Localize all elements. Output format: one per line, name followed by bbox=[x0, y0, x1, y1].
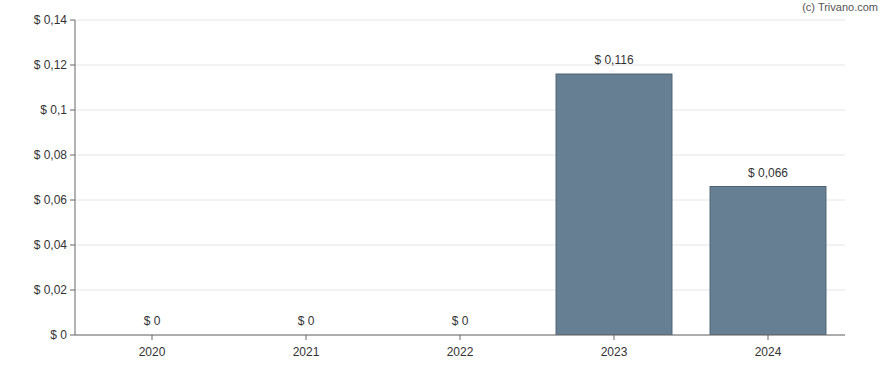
bar bbox=[710, 187, 826, 336]
y-tick bbox=[70, 155, 75, 156]
y-tick bbox=[70, 110, 75, 111]
y-tick bbox=[70, 65, 75, 66]
y-axis bbox=[75, 20, 76, 335]
grid-line bbox=[75, 65, 845, 66]
y-tick-label: $ 0 bbox=[50, 328, 67, 342]
y-tick-label: $ 0,14 bbox=[34, 13, 68, 27]
credit: (c) Trivano.com bbox=[802, 1, 878, 13]
bar bbox=[556, 74, 672, 335]
y-tick-label: $ 0,02 bbox=[34, 283, 68, 297]
x-tick bbox=[614, 335, 615, 340]
grid-line bbox=[75, 155, 845, 156]
bars bbox=[556, 74, 826, 335]
y-tick-label: $ 0,12 bbox=[34, 58, 68, 72]
x-tick bbox=[768, 335, 769, 340]
y-tick-label: $ 0,06 bbox=[34, 193, 68, 207]
y-tick bbox=[70, 20, 75, 21]
x-tick-label: 2023 bbox=[601, 345, 628, 359]
chart-container: $ 0 $ 0,02 $ 0,04 $ 0,06 $ 0,08 $ 0,1 $ 0,12 $ … bbox=[0, 0, 888, 370]
x-axis bbox=[75, 335, 845, 336]
data-label: $ 0,116 bbox=[594, 53, 633, 67]
y-tick bbox=[70, 290, 75, 291]
x-tick-label: 2021 bbox=[293, 345, 320, 359]
grid-line bbox=[75, 335, 845, 336]
data-label: $ 0,066 bbox=[748, 166, 788, 180]
x-tick bbox=[152, 335, 153, 340]
y-tick bbox=[70, 245, 75, 246]
x-tick bbox=[460, 335, 461, 340]
x-tick bbox=[306, 335, 307, 340]
y-tick bbox=[70, 335, 75, 336]
y-tick-label: $ 0,1 bbox=[40, 103, 67, 117]
chart-svg: $ 0 $ 0,02 $ 0,04 $ 0,06 $ 0,08 $ 0,1 $ 0,12 $ … bbox=[0, 0, 888, 370]
y-tick-label: $ 0,04 bbox=[34, 238, 68, 252]
data-label: $ 0 bbox=[452, 314, 469, 328]
x-tick-label: 2022 bbox=[447, 345, 474, 359]
data-labels: $ 0 $ 0 $ 0 $ 0,116 $ 0,066 bbox=[144, 53, 789, 328]
data-label: $ 0 bbox=[144, 314, 161, 328]
grid-line bbox=[75, 20, 845, 21]
data-label: $ 0 bbox=[298, 314, 315, 328]
x-tick-label: 2020 bbox=[139, 345, 166, 359]
grid-line bbox=[75, 110, 845, 111]
y-tick bbox=[70, 200, 75, 201]
y-tick-label: $ 0,08 bbox=[34, 148, 68, 162]
x-tick-label: 2024 bbox=[755, 345, 782, 359]
